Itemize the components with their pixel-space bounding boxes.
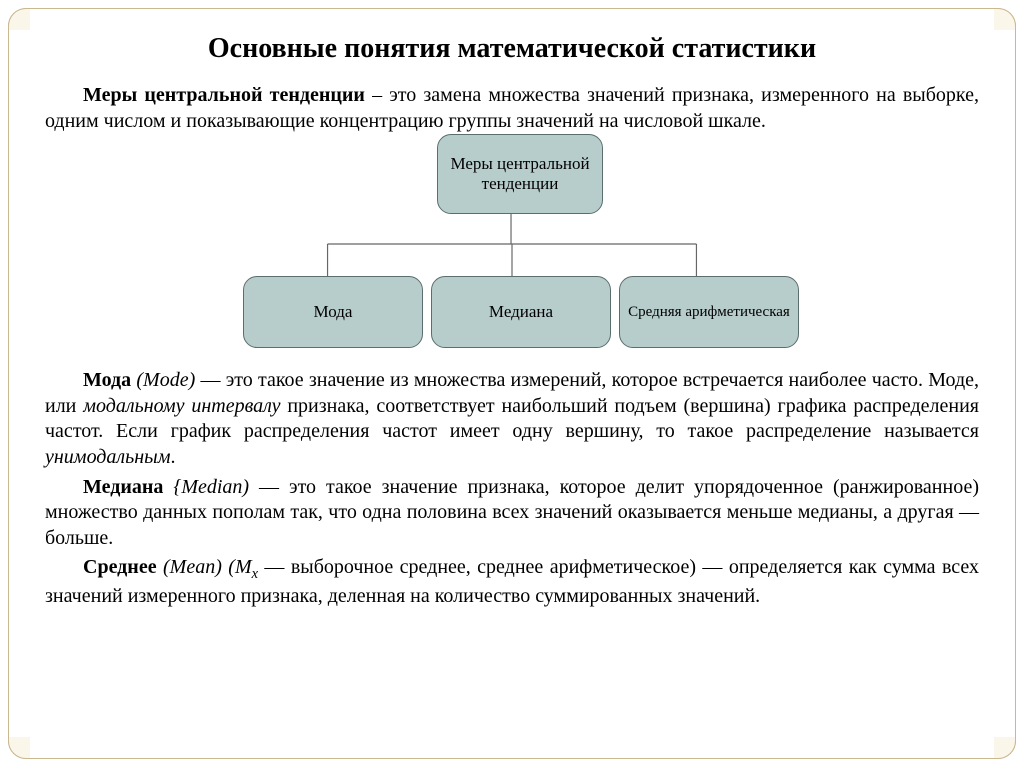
mode-paragraph: Мода (Mode) — это такое значение из множ…	[45, 368, 979, 470]
diagram-child-node: Медиана	[431, 276, 611, 348]
median-latin: {Median)	[163, 476, 249, 498]
corner-decoration	[8, 737, 30, 759]
slide-title: Основные понятия математической статисти…	[45, 33, 979, 65]
mean-symbol: (Мx	[228, 556, 258, 578]
mode-latin: (Mode)	[131, 369, 195, 391]
diagram-child-node: Мода	[243, 276, 423, 348]
corner-decoration	[994, 8, 1016, 30]
median-paragraph: Медиана {Median) — это такое значение пр…	[45, 475, 979, 552]
corner-decoration	[8, 8, 30, 30]
intro-paragraph: Меры центральной тенденции – это замена …	[45, 83, 979, 134]
intro-term: Меры центральной тенденции	[83, 84, 365, 106]
mean-latin: (Mean)	[163, 556, 222, 578]
mode-interval-term: модальному интервалу	[83, 395, 280, 417]
median-term: Медиана	[83, 476, 163, 498]
diagram-root-node: Меры центральной тенденции	[437, 134, 603, 214]
diagram-child-node: Средняя арифметическая	[619, 276, 799, 348]
mode-unimodal-term: унимодальным	[45, 446, 170, 468]
corner-decoration	[994, 737, 1016, 759]
mode-term: Мода	[83, 369, 131, 391]
mode-text: .	[170, 446, 175, 468]
mean-symbol-m: (М	[228, 556, 251, 578]
mean-term: Среднее	[83, 556, 157, 578]
slide-frame: Основные понятия математической статисти…	[8, 8, 1016, 759]
hierarchy-diagram: Меры центральной тенденции Мода Медиана …	[45, 132, 979, 362]
mean-paragraph: Среднее (Mean) (Мx — выборочное среднее,…	[45, 555, 979, 609]
